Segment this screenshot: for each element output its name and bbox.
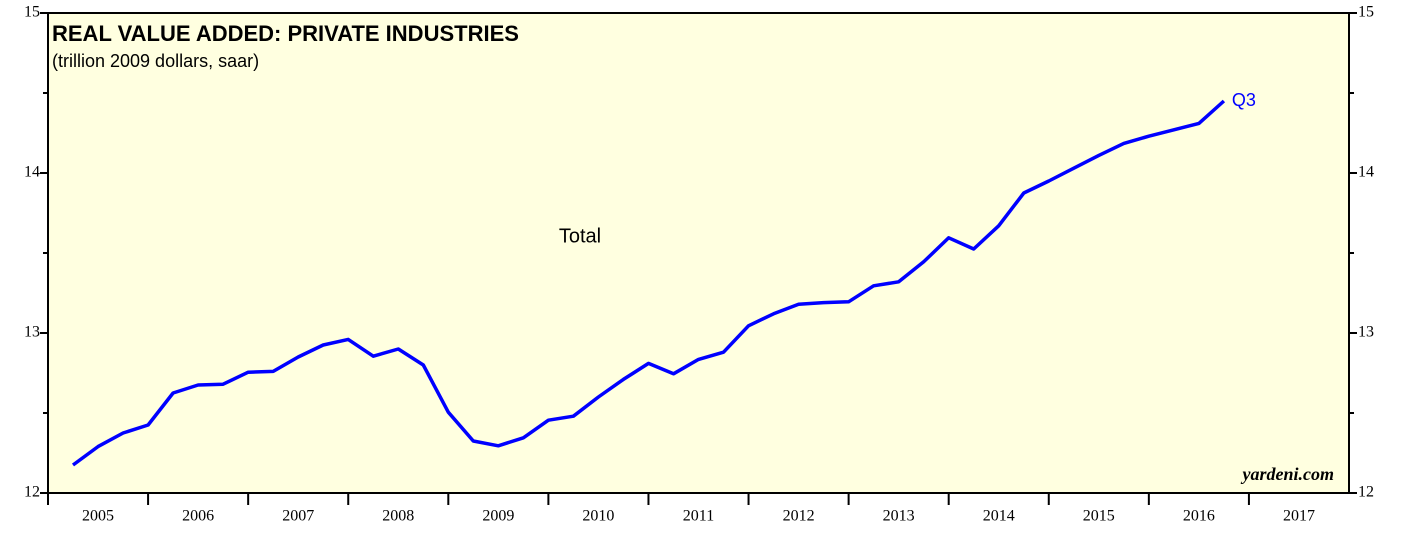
x-tick-label: 2005 [82,508,114,525]
x-tick-label: 2006 [182,508,214,525]
y-tick-label: 14 [24,164,40,181]
x-tick-label: 2009 [482,508,514,525]
x-tick-label: 2011 [683,508,714,525]
x-tick-label: 2012 [783,508,815,525]
x-tick-label: 2007 [282,508,314,525]
x-tick-label: 2016 [1183,508,1215,525]
series-annotation: Total [559,225,601,247]
x-tick-label: 2013 [883,508,915,525]
x-tick-label: 2015 [1083,508,1115,525]
y-tick-label: 15 [24,4,40,21]
line-series [71,99,1226,467]
chart-subtitle: (trillion 2009 dollars, saar) [52,51,259,71]
chart-title: REAL VALUE ADDED: PRIVATE INDUSTRIES [52,21,519,46]
y-tick-label: 12 [24,484,40,501]
x-tick-label: 2008 [382,508,414,525]
y2-tick-label: 14 [1358,164,1374,181]
source-label: yardeni.com [1241,464,1335,484]
plot-area [47,12,1350,494]
x-tick-label: 2017 [1283,508,1315,525]
x-tick-label: 2010 [582,508,614,525]
last-point-label: Q3 [1232,90,1256,110]
x-tick-label: 2014 [983,508,1015,525]
y-tick-label: 13 [24,324,40,341]
y2-tick-label: 13 [1358,324,1374,341]
y2-tick-label: 12 [1358,484,1374,501]
y2-tick-label: 15 [1358,4,1374,21]
